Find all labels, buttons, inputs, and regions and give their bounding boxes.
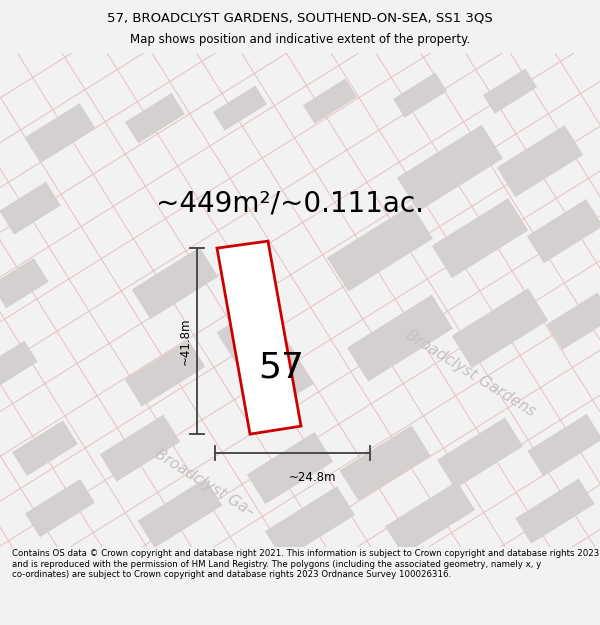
Text: 57, BROADCLYST GARDENS, SOUTHEND-ON-SEA, SS1 3QS: 57, BROADCLYST GARDENS, SOUTHEND-ON-SEA,… [107,12,493,24]
Polygon shape [125,93,185,143]
Polygon shape [327,204,433,292]
Polygon shape [497,125,583,197]
Polygon shape [432,198,528,278]
Polygon shape [0,258,49,308]
Polygon shape [393,72,447,118]
Polygon shape [527,414,600,476]
Polygon shape [340,426,431,501]
Polygon shape [213,86,267,131]
Polygon shape [385,481,475,555]
Polygon shape [12,421,78,476]
Text: Broadclyst Gardens: Broadclyst Gardens [403,327,538,419]
Polygon shape [132,247,218,319]
Polygon shape [347,294,453,382]
Polygon shape [247,432,333,504]
Text: Contains OS data © Crown copyright and database right 2021. This information is : Contains OS data © Crown copyright and d… [12,549,599,579]
Text: ~449m²/~0.111ac.: ~449m²/~0.111ac. [156,189,424,217]
Text: ~24.8m: ~24.8m [289,471,336,484]
Polygon shape [125,339,205,407]
Polygon shape [437,418,523,489]
Polygon shape [100,414,180,482]
Polygon shape [397,124,503,212]
Polygon shape [25,479,95,538]
Text: Broadclyst Ga–: Broadclyst Ga– [152,446,257,520]
Polygon shape [0,341,38,386]
Polygon shape [217,303,313,413]
Text: ~41.8m: ~41.8m [179,318,191,365]
Polygon shape [25,103,95,163]
Polygon shape [483,69,537,114]
Polygon shape [303,79,357,124]
Polygon shape [515,479,595,544]
Polygon shape [452,288,548,368]
Polygon shape [137,478,223,548]
Polygon shape [547,292,600,350]
Polygon shape [217,241,301,434]
Text: 57: 57 [258,351,304,384]
Polygon shape [527,199,600,263]
Polygon shape [265,486,355,560]
Polygon shape [0,182,61,234]
Text: Map shows position and indicative extent of the property.: Map shows position and indicative extent… [130,33,470,46]
